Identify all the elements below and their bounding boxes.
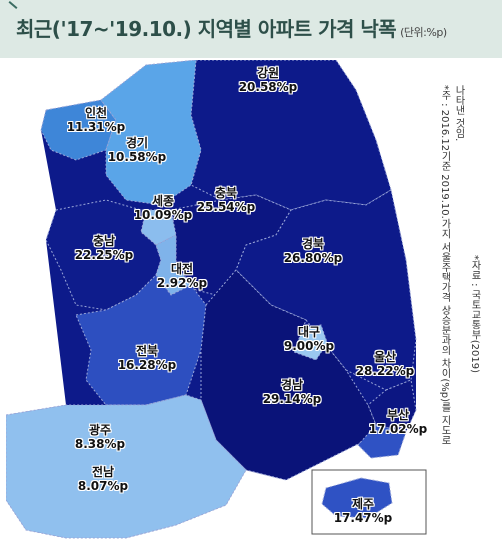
title-banner: 최근('17~'19.10.) 지역별 아파트 가격 낙폭 (단위:%p) <box>0 0 502 58</box>
region-name: 인천 <box>84 106 108 120</box>
title-accent-mark <box>8 1 18 9</box>
region-value: 2.92%p <box>156 276 208 290</box>
region-value: 8.07%p <box>77 479 129 493</box>
korea-region-map <box>6 60 427 539</box>
region-label-gyeonggi: 경기 10.58%p <box>97 136 177 164</box>
region-jeju <box>321 477 393 519</box>
region-value: 16.28%p <box>117 358 177 372</box>
region-name: 대구 <box>297 325 321 339</box>
region-name: 전북 <box>135 344 159 358</box>
region-label-chungbuk: 충북 25.54%p <box>186 186 266 214</box>
region-value: 22.25%p <box>74 248 134 262</box>
footnote-source: *자료 : 국토교통부(2019) <box>469 255 480 373</box>
region-value: 9.00%p <box>283 339 335 353</box>
region-name: 전남 <box>91 465 115 479</box>
region-busan <box>357 424 407 459</box>
region-label-gangwon: 강원 20.58%p <box>228 66 308 94</box>
region-value: 28.22%p <box>355 364 415 378</box>
region-name: 대전 <box>170 262 194 276</box>
region-value: 10.58%p <box>107 150 167 164</box>
region-jeonnam <box>6 394 247 539</box>
region-label-jeonbuk: 전북 16.28%p <box>107 344 187 372</box>
region-label-jeju: 제주 17.47%p <box>323 497 403 525</box>
region-name: 충북 <box>214 186 238 200</box>
region-name: 경북 <box>301 237 325 251</box>
region-label-sejong: 세종 10.09%p <box>123 194 203 222</box>
region-name: 부산 <box>386 408 410 422</box>
region-name: 강원 <box>256 66 280 80</box>
region-name: 충남 <box>92 234 116 248</box>
region-label-incheon: 인천 11.31%p <box>56 106 136 134</box>
footnote-line-2: 나타낸 것임. <box>453 85 464 142</box>
region-value: 10.09%p <box>133 208 193 222</box>
region-label-ulsan: 울산 28.22%p <box>345 350 425 378</box>
region-name: 광주 <box>88 423 112 437</box>
region-label-busan: 부산 17.02%p <box>358 408 438 436</box>
region-label-daejeon: 대전 2.92%p <box>142 262 222 290</box>
region-jeonbuk <box>75 274 207 406</box>
region-value: 8.38%p <box>74 437 126 451</box>
region-value: 26.80%p <box>283 251 343 265</box>
region-name: 세종 <box>151 194 175 208</box>
region-value: 17.47%p <box>333 511 393 525</box>
region-gyeonggi <box>100 60 202 206</box>
footnote-line-1: *주 : 2016.12기준 2019.10.가지 서울주택가격 상승분과의 차… <box>439 85 450 446</box>
region-name: 제주 <box>351 497 375 511</box>
region-label-daegu: 대구 9.00%p <box>269 325 349 353</box>
region-name: 경남 <box>280 378 304 392</box>
unit-label: (단위:%p) <box>400 26 447 39</box>
region-label-gyeongnam: 경남 29.14%p <box>252 378 332 406</box>
region-label-gyeongbuk: 경북 26.80%p <box>273 237 353 265</box>
region-name: 울산 <box>373 350 397 364</box>
region-label-jeonnam: 전남 8.07%p <box>63 465 143 493</box>
region-value: 17.02%p <box>368 422 428 436</box>
footnote: *주 : 2016.12기준 2019.10.가지 서울주택가격 상승분과의 차… <box>434 85 494 535</box>
map-title: 최근('17~'19.10.) 지역별 아파트 가격 낙폭 (단위:%p) <box>16 13 447 42</box>
region-value: 11.31%p <box>66 120 126 134</box>
region-name: 경기 <box>125 136 149 150</box>
jeju-inset-box <box>311 469 427 535</box>
region-label-chungnam: 충남 22.25%p <box>64 234 144 262</box>
region-value: 25.54%p <box>196 200 256 214</box>
region-value: 29.14%p <box>262 392 322 406</box>
map-title-text: 최근('17~'19.10.) 지역별 아파트 가격 낙폭 <box>16 17 397 41</box>
region-chungnam <box>45 199 162 311</box>
region-label-gwangju: 광주 8.38%p <box>60 423 140 451</box>
region-value: 20.58%p <box>238 80 298 94</box>
region-gyeongbuk <box>235 189 417 391</box>
region-gyeongnam <box>200 269 377 481</box>
